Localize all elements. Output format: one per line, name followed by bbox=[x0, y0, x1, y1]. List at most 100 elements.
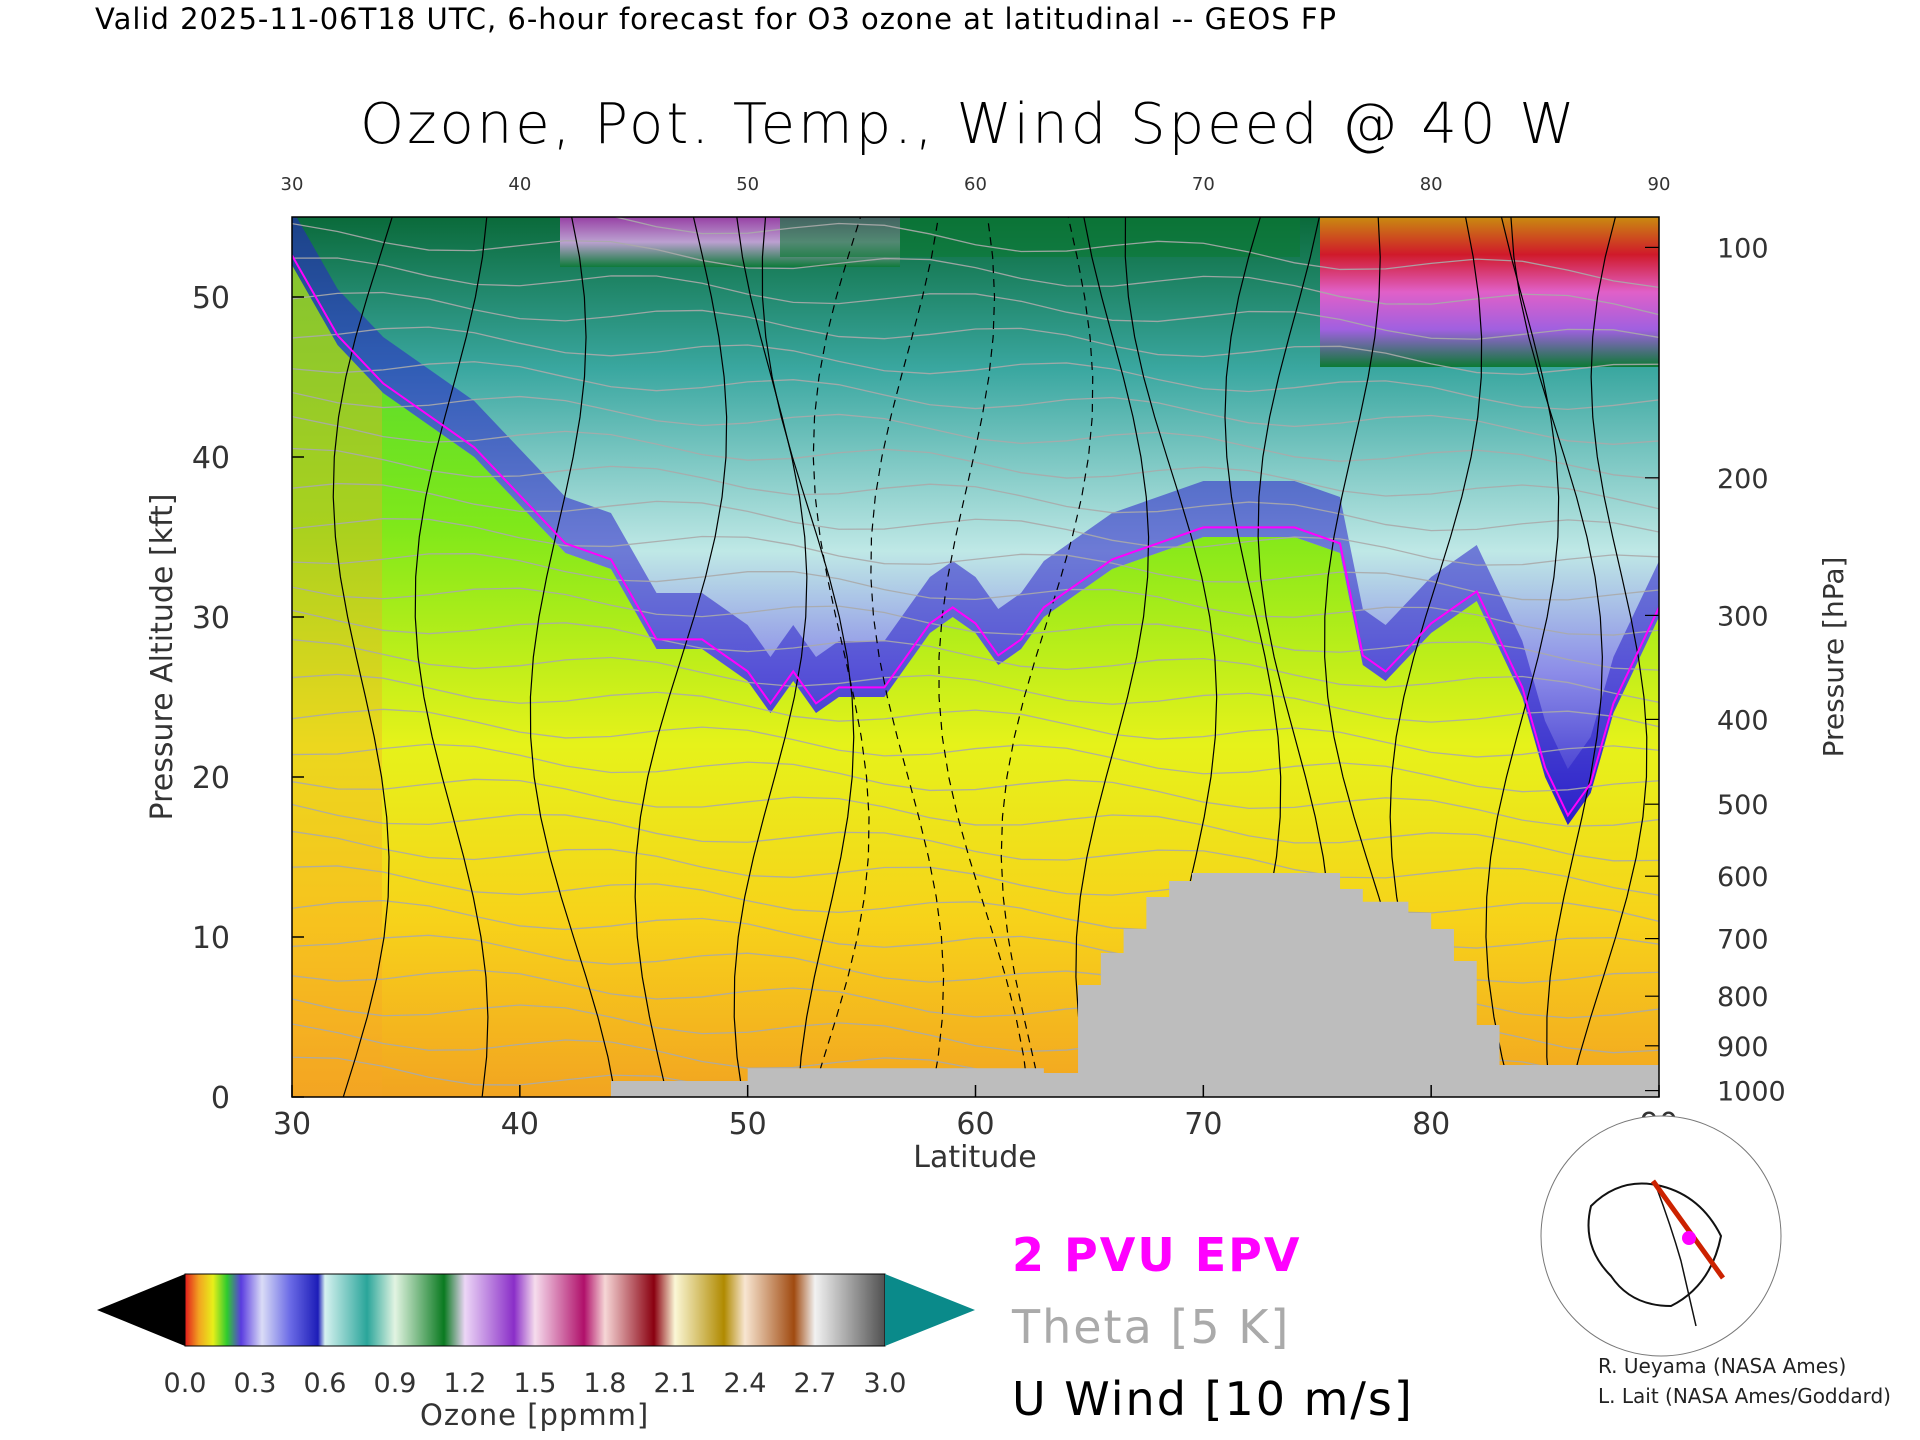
y-tick-label: 50 bbox=[192, 281, 230, 316]
legend-epv: 2 PVU EPV bbox=[1012, 1228, 1302, 1282]
colorbar-low-arrow bbox=[97, 1274, 185, 1346]
uwind-contour bbox=[1568, 217, 1648, 1097]
map-globe bbox=[1540, 1115, 1782, 1357]
stratosphere-fill bbox=[292, 217, 1659, 825]
uwind-contour bbox=[1510, 217, 1603, 1097]
theta-contour bbox=[292, 803, 1659, 896]
header-line: Valid 2025-11-06T18 UTC, 6-hour forecast… bbox=[95, 2, 1338, 36]
uwind-contour bbox=[1075, 217, 1150, 1097]
colorbar-tick-label: 1.2 bbox=[444, 1368, 487, 1399]
colorbar-ticks: 0.0 0.3 0.6 0.9 1.2 1.5 1.8 2.1 2.4 2.7 3.0 bbox=[164, 1368, 907, 1399]
x-tick-label: 50 bbox=[729, 1107, 767, 1142]
y-axis: 0 10 20 30 40 50 bbox=[192, 281, 304, 1116]
theta-contour bbox=[292, 223, 1659, 316]
theta-contour bbox=[292, 391, 1659, 480]
uwind-contour bbox=[529, 217, 617, 1097]
theta-contour bbox=[292, 326, 1659, 411]
credit-line-1: R. Ueyama (NASA Ames) bbox=[1598, 1354, 1847, 1378]
colorbar-tick-label: 0.3 bbox=[234, 1368, 277, 1399]
uwind-contour bbox=[634, 217, 728, 1097]
theta-contour bbox=[292, 673, 1659, 758]
upper-strato-band-b bbox=[780, 217, 1300, 257]
tropopause-band bbox=[292, 217, 1659, 825]
x-tick-label: 60 bbox=[956, 1107, 994, 1142]
pressure-tick-label: 500 bbox=[1717, 790, 1769, 821]
theta-contour bbox=[292, 257, 1659, 340]
theta-contour bbox=[292, 416, 1659, 510]
colorbar-tick-label: 0.6 bbox=[304, 1368, 347, 1399]
top-x-tick-label: 90 bbox=[1648, 174, 1671, 195]
y-tick-label: 10 bbox=[192, 921, 230, 956]
top-x-tick-label: 50 bbox=[736, 174, 759, 195]
colorbar-high-arrow bbox=[885, 1274, 975, 1346]
polar-high-ozone bbox=[1320, 217, 1659, 367]
top-x-tick-label: 60 bbox=[964, 174, 987, 195]
uwind-contour bbox=[938, 217, 1030, 1097]
colorbar-tick-label: 1.8 bbox=[584, 1368, 627, 1399]
theta-contour bbox=[612, 217, 1659, 289]
pressure-tick-label: 700 bbox=[1717, 925, 1769, 956]
colorbar-tick-label: 0.0 bbox=[164, 1368, 207, 1399]
y-tick-label: 20 bbox=[192, 761, 230, 796]
legend-uwind: U Wind [10 m/s] bbox=[1012, 1372, 1414, 1426]
colorbar-ramp bbox=[184, 1273, 886, 1347]
colorbar-label: Ozone [ppmm] bbox=[420, 1398, 650, 1432]
theta-contour bbox=[292, 609, 1659, 703]
theta-contour bbox=[292, 518, 1659, 601]
x-tick-label: 30 bbox=[273, 1107, 311, 1142]
map-coastline-b bbox=[1655, 1185, 1697, 1327]
y-tick-label: 0 bbox=[211, 1081, 230, 1116]
x-tick-label: 40 bbox=[501, 1107, 539, 1142]
pressure-tick-label: 900 bbox=[1717, 1032, 1769, 1063]
top-x-axis: 30 40 50 60 70 80 90 bbox=[281, 174, 1671, 195]
theta-contour bbox=[292, 482, 1659, 566]
colorbar-tick-label: 1.5 bbox=[514, 1368, 557, 1399]
colorbar-tick-label: 2.1 bbox=[654, 1368, 697, 1399]
uwind-contour bbox=[332, 217, 393, 1097]
theta-contour bbox=[292, 291, 1659, 376]
x-axis-label: Latitude bbox=[913, 1140, 1036, 1175]
pressure-tick-label: 1000 bbox=[1717, 1077, 1786, 1108]
theta-contour bbox=[292, 361, 1659, 445]
location-dot bbox=[1682, 1231, 1696, 1245]
y2-axis-label: Pressure [hPa] bbox=[1817, 557, 1850, 758]
colorbar-tick-label: 2.4 bbox=[724, 1368, 767, 1399]
colorbar-tick-label: 0.9 bbox=[374, 1368, 417, 1399]
chart-title: Ozone, Pot. Temp., Wind Speed @ 40 W bbox=[360, 92, 1578, 157]
y-tick-label: 30 bbox=[192, 601, 230, 636]
theta-contour bbox=[292, 553, 1659, 636]
uwind-contour bbox=[733, 217, 808, 1097]
colorbar-tick-label: 2.7 bbox=[794, 1368, 837, 1399]
uwind-contour bbox=[1000, 217, 1094, 1097]
pressure-tick-label: 300 bbox=[1717, 601, 1769, 632]
theta-contour bbox=[292, 743, 1659, 827]
theta-contour bbox=[292, 778, 1659, 862]
y-axis-label: Pressure Altitude [kft] bbox=[145, 494, 180, 821]
top-x-tick-label: 30 bbox=[281, 174, 304, 195]
epv-2pvu-line bbox=[292, 254, 1659, 818]
pressure-tick-label: 600 bbox=[1717, 862, 1769, 893]
theta-contour bbox=[292, 638, 1659, 728]
top-x-tick-label: 70 bbox=[1192, 174, 1215, 195]
uwind-contour bbox=[870, 217, 945, 1097]
uwind-contour bbox=[810, 217, 870, 1097]
terrain-mask bbox=[292, 873, 1659, 1097]
x-tick-label: 70 bbox=[1184, 1107, 1222, 1142]
pressure-tick-label: 200 bbox=[1717, 464, 1769, 495]
section-line bbox=[1650, 1179, 1726, 1280]
x-tick-label: 80 bbox=[1412, 1107, 1450, 1142]
pressure-tick-label: 100 bbox=[1717, 233, 1769, 264]
pressure-axis: 1000 900 800 700 600 500 400 300 200 100 bbox=[1645, 233, 1786, 1108]
uwind-contour bbox=[1485, 217, 1560, 1097]
theta-contour bbox=[292, 708, 1659, 793]
legend-theta: Theta [5 K] bbox=[1012, 1300, 1291, 1354]
theta-contour bbox=[292, 586, 1659, 671]
pressure-tick-label: 400 bbox=[1717, 705, 1769, 736]
credit-line-2: L. Lait (NASA Ames/Goddard) bbox=[1598, 1384, 1891, 1408]
uwind-contour bbox=[414, 217, 489, 1097]
y-tick-label: 40 bbox=[192, 441, 230, 476]
colorbar: 0.0 0.3 0.6 0.9 1.2 1.5 1.8 2.1 2.4 2.7 3.0 bbox=[97, 1273, 975, 1399]
theta-contour bbox=[292, 830, 1659, 922]
top-x-tick-label: 40 bbox=[508, 174, 531, 195]
